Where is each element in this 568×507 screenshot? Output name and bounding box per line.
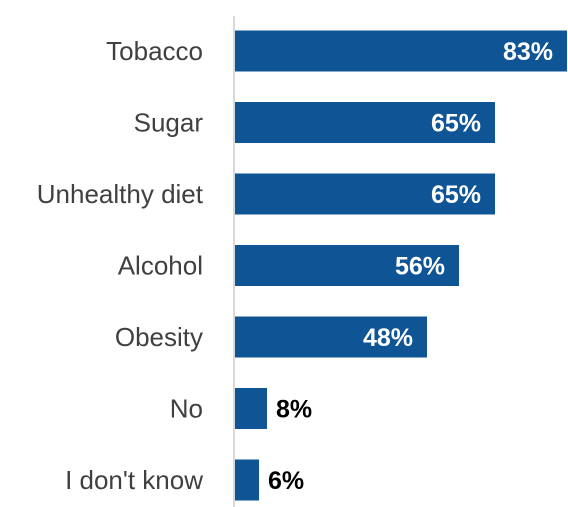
- bar-sugar: [235, 102, 495, 143]
- bar-i-don-t-know: [235, 459, 259, 501]
- bar-unhealthy-diet: [235, 173, 495, 215]
- category-label: Unhealthy diet: [37, 179, 204, 209]
- bar-obesity: [235, 316, 427, 358]
- value-labels-group: 83% 65% 65% 56% 48% 8% 6%: [268, 38, 553, 495]
- category-labels-group: Tobacco Sugar Unhealthy diet Alcohol Obesity…: [37, 36, 204, 495]
- category-label: Obesity: [115, 322, 203, 352]
- category-label: No: [170, 394, 203, 424]
- value-label: 56%: [395, 253, 445, 281]
- category-label: Alcohol: [118, 251, 203, 281]
- category-label: Sugar: [134, 108, 204, 138]
- value-label: 65%: [431, 181, 481, 209]
- category-label: I don't know: [65, 465, 203, 495]
- bars-group: [235, 30, 567, 501]
- value-label: 48%: [363, 324, 413, 352]
- category-label: Tobacco: [106, 36, 203, 66]
- value-label: 8%: [276, 396, 312, 424]
- value-label: 83%: [503, 38, 553, 66]
- bar-tobacco: [235, 30, 567, 72]
- value-label: 65%: [431, 110, 481, 138]
- value-label: 6%: [268, 467, 304, 495]
- bar-no: [235, 388, 267, 429]
- bar-alcohol: [235, 245, 459, 286]
